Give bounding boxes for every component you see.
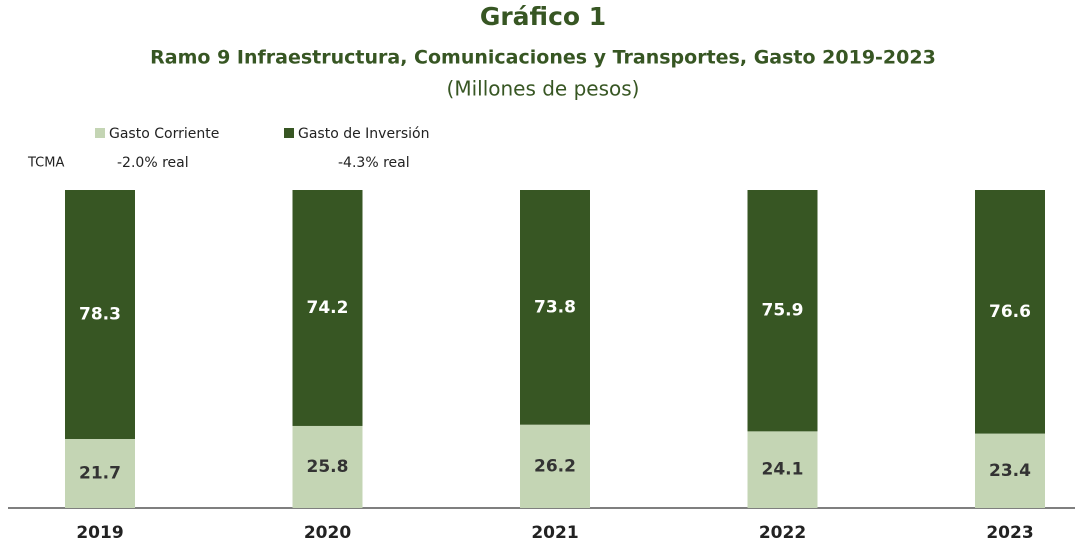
bar-segment — [520, 190, 590, 425]
bar-segment — [520, 424, 590, 508]
x-tick-label: 2022 — [759, 523, 806, 543]
data-label: 21.7 — [79, 463, 121, 483]
data-label: 26.2 — [534, 456, 576, 476]
data-label: 23.4 — [989, 461, 1031, 481]
annotation: TCMA — [27, 156, 64, 171]
bar-segment — [292, 190, 363, 426]
data-label: 74.2 — [307, 298, 349, 318]
bar-segment — [975, 433, 1045, 508]
data-label: 24.1 — [762, 460, 804, 480]
data-label: 75.9 — [762, 301, 804, 321]
bar-segment — [747, 431, 818, 508]
legend-label: Gasto Corriente — [109, 126, 219, 142]
x-tick-label: 2023 — [986, 523, 1033, 543]
bar-segment — [292, 425, 363, 508]
x-tick-label: 2019 — [76, 523, 123, 543]
data-label: 78.3 — [79, 304, 121, 324]
legend-swatch — [284, 128, 294, 138]
bar-segment — [65, 438, 135, 508]
bar-segment — [975, 190, 1045, 434]
annotation: -2.0% real — [117, 155, 189, 171]
x-tick-label: 2021 — [531, 523, 578, 543]
chart-title: Gráfico 1 — [480, 2, 606, 31]
chart-subtitle: Ramo 9 Infraestructura, Comunicaciones y… — [150, 47, 936, 69]
unit-label: (Millones de pesos) — [447, 77, 640, 101]
bar-segment — [747, 190, 818, 432]
legend-swatch — [95, 128, 105, 138]
data-label: 73.8 — [534, 297, 576, 317]
annotation: -4.3% real — [338, 155, 410, 171]
bar-segment — [65, 190, 135, 439]
x-tick-label: 2020 — [304, 523, 351, 543]
legend-label: Gasto de Inversión — [298, 126, 429, 142]
data-label: 25.8 — [307, 457, 349, 477]
data-label: 76.6 — [989, 302, 1031, 322]
